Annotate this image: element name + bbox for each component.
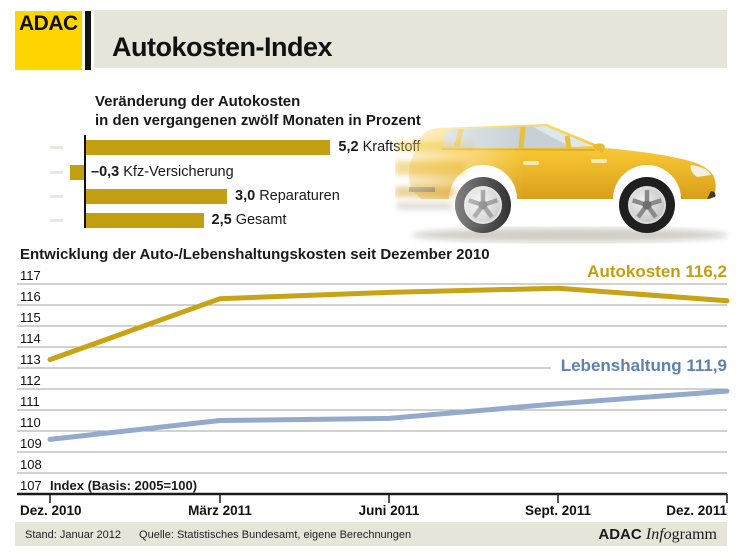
footer-bar xyxy=(15,522,727,546)
series-line-autokosten xyxy=(47,285,730,363)
bar-row-dash xyxy=(50,171,63,174)
linechart-title: Entwicklung der Auto-/Lebenshaltungskost… xyxy=(20,246,490,263)
barchart-title: Veränderung der Autokosten in den vergan… xyxy=(95,92,421,130)
car-front-wheel xyxy=(619,177,675,233)
y-tick-111: 111 xyxy=(20,394,40,409)
bar-row-dash xyxy=(50,195,63,198)
legend-autokosten: Autokosten 116,2 xyxy=(587,262,727,281)
bar-label-reparaturen: 3,0 Reparaturen xyxy=(235,188,340,204)
y-tick-115: 115 xyxy=(20,310,41,325)
bar-label-gesamt: 2,5 Gesamt xyxy=(211,212,287,228)
footer-stand: Stand: Januar 2012 xyxy=(25,529,122,541)
y-tick-108: 108 xyxy=(20,457,42,472)
barchart-title-line1: Veränderung der Autokosten xyxy=(95,93,301,110)
y-tick-113: 113 xyxy=(20,352,41,367)
x-tick-label-0: Dez. 2010 xyxy=(20,503,82,518)
bar-gesamt xyxy=(86,213,204,228)
bar-row-dash xyxy=(50,219,63,222)
y-tick-114: 114 xyxy=(20,331,41,346)
series-line-lebenshaltung xyxy=(47,388,730,442)
y-tick-110: 110 xyxy=(20,415,41,430)
footer-quelle: Quelle: Statistisches Bundesamt, eigene … xyxy=(139,529,412,541)
page-title: Autokosten-Index xyxy=(112,32,333,62)
bar-kfz-versicherung xyxy=(69,165,84,180)
y-tick-117: 117 xyxy=(20,268,41,283)
x-tick-label-1: März 2011 xyxy=(188,503,252,518)
car-mirror xyxy=(593,143,605,153)
y-tick-112: 112 xyxy=(20,373,41,388)
bar-row-dash xyxy=(50,146,63,149)
title-banner xyxy=(94,10,727,68)
x-tick-label-3: Sept. 2011 xyxy=(524,503,592,518)
barchart-title-line2: in den vergangenen zwölf Monaten in Proz… xyxy=(95,112,421,129)
car-rear-wheel xyxy=(455,177,511,233)
y-tick-109: 109 xyxy=(20,436,42,451)
footer-brand-info: Info xyxy=(645,526,672,543)
footer-source: Stand: Januar 2012 Quelle: Statistisches … xyxy=(25,529,411,541)
car-illustration xyxy=(395,124,728,242)
footer-brand: ADAC Infogramm xyxy=(598,526,717,544)
x-tick-label-4: Dez. 2011 xyxy=(666,503,727,518)
bar-reparaturen xyxy=(86,189,227,204)
line-chart xyxy=(17,283,730,503)
logo-divider-bar xyxy=(85,11,91,70)
bar-kraftstoff xyxy=(86,140,331,155)
y-tick-116: 116 xyxy=(20,289,41,304)
legend-lebenshaltung: Lebenshaltung 111,9 xyxy=(550,356,727,376)
adac-logo xyxy=(15,11,82,70)
x-tick-label-2: Juni 2011 xyxy=(358,503,420,518)
footer-brand-gramm: gramm xyxy=(671,526,717,543)
car-headlight xyxy=(690,165,711,177)
y-tick-107: 107 xyxy=(20,478,42,493)
adac-logo-text: ADAC xyxy=(19,12,78,35)
bar-label-kfz-versicherung: –0,3 Kfz-Versicherung xyxy=(91,164,234,180)
barchart-axis-line xyxy=(84,135,86,228)
index-basis-note: Index (Basis: 2005=100) xyxy=(50,478,198,493)
footer-brand-adac: ADAC xyxy=(598,526,642,543)
